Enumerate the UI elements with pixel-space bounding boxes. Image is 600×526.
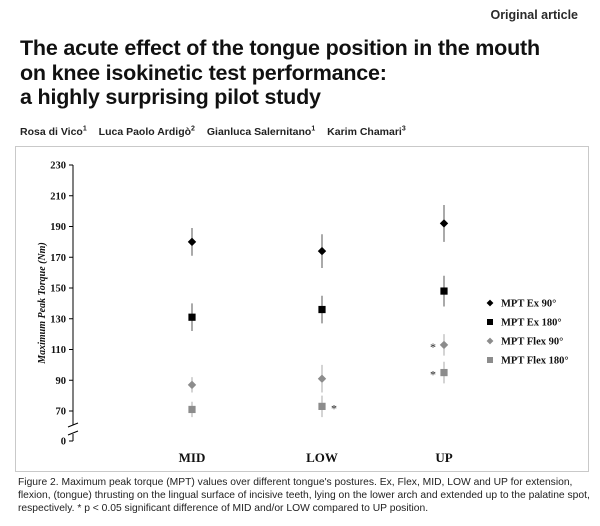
author: Luca Paolo Ardigò2 xyxy=(98,125,195,138)
axis-break-mark xyxy=(67,430,79,436)
significance-marker: * xyxy=(430,340,436,354)
axis-break-mark xyxy=(67,422,79,428)
author-affiliation: 1 xyxy=(311,125,316,132)
y-tick-label: 90 xyxy=(56,376,67,387)
legend-marker-square xyxy=(487,357,493,363)
y-tick-label: 230 xyxy=(50,161,66,172)
data-point-diamond xyxy=(317,374,327,383)
author-name: Karim Chamari xyxy=(327,125,402,138)
author: Gianluca Salernitano1 xyxy=(206,125,316,138)
data-point-diamond xyxy=(317,246,327,256)
legend-label: MPT Flex 90° xyxy=(501,337,563,348)
y-tick-label: 110 xyxy=(51,345,66,356)
y-tick-label: 70 xyxy=(56,407,67,418)
data-point-square xyxy=(188,405,196,414)
author-list: Rosa di Vico1 Luca Paolo Ardigò2 Gianluc… xyxy=(20,125,415,138)
y-tick-label: 190 xyxy=(50,222,66,233)
significance-marker: * xyxy=(430,368,436,382)
legend-label: MPT Ex 90° xyxy=(501,299,556,310)
peak-torque-chart: 0 70 90 110 130 150 170 190 210 230 Maximum Peak T… xyxy=(37,161,569,466)
author: Karim Chamari3 xyxy=(327,125,406,138)
data-point-square xyxy=(440,287,448,295)
x-category-label: MID xyxy=(179,450,206,465)
y-tick-label: 150 xyxy=(50,284,66,295)
figure-caption: Figure 2. Maximum peak torque (MPT) valu… xyxy=(18,477,590,514)
data-point-diamond xyxy=(439,340,449,350)
author-name: Rosa di Vico xyxy=(20,125,83,138)
author-name: Luca Paolo Ardigò xyxy=(98,125,192,138)
figure-2: 0 70 90 110 130 150 170 190 210 230 Maximum Peak T… xyxy=(15,146,589,472)
article-title: The acute effect of the tongue position … xyxy=(20,36,590,110)
data-point-diamond xyxy=(439,219,449,228)
data-point-diamond xyxy=(187,380,197,390)
legend-label: MPT Flex 180° xyxy=(501,356,569,367)
title-line: a highly surprising pilot study xyxy=(20,85,321,109)
y-tick-label: 130 xyxy=(50,314,66,325)
author: Rosa di Vico1 xyxy=(20,125,87,138)
y-axis-label: Maximum Peak Torque (Nm) xyxy=(37,242,48,365)
data-point-square xyxy=(188,313,196,321)
article-type-label: Original article xyxy=(490,8,578,22)
y-tick-label: 170 xyxy=(50,253,66,264)
significance-marker: * xyxy=(331,401,337,415)
legend-marker-diamond xyxy=(486,337,494,345)
y-tick-label: 0 xyxy=(61,437,66,448)
data-point-square xyxy=(318,305,326,314)
data-point-square xyxy=(318,402,326,410)
title-line: on knee isokinetic test performance: xyxy=(20,60,387,85)
author-affiliation: 1 xyxy=(82,125,87,132)
legend-label: MPT Ex 180° xyxy=(501,318,562,329)
data-point-square xyxy=(440,368,448,377)
x-category-label: UP xyxy=(435,450,452,465)
data-point-diamond xyxy=(187,237,197,247)
author-affiliation: 2 xyxy=(191,125,195,132)
legend-marker-diamond xyxy=(486,299,494,307)
title-line: The acute effect of the tongue position … xyxy=(20,36,540,60)
author-affiliation: 3 xyxy=(401,125,406,132)
legend-marker-square xyxy=(487,319,493,325)
author-name: Gianluca Salernitano xyxy=(206,125,312,138)
x-category-label: LOW xyxy=(306,450,338,465)
y-tick-label: 210 xyxy=(50,191,66,202)
